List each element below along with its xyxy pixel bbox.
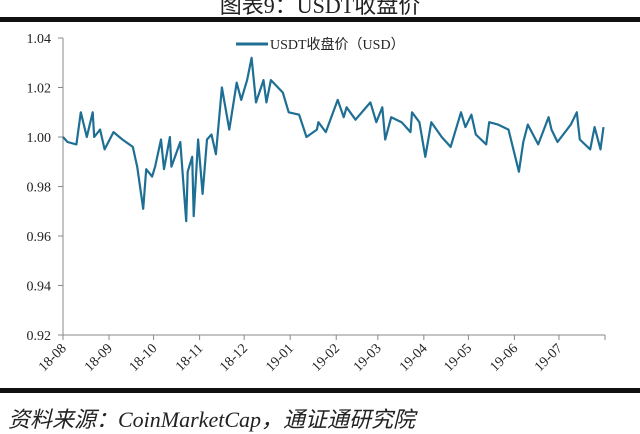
x-tick-label: 18-11: [173, 341, 206, 374]
y-tick-label: 0.92: [27, 329, 52, 344]
x-tick-label: 19-02: [309, 341, 343, 375]
series-line-usdt: [62, 56, 605, 223]
source-note: 资料来源：CoinMarketCap，通证通研究院: [8, 407, 415, 432]
legend-label: USDT收盘价（USD）: [270, 36, 405, 53]
x-tick-label: 18-08: [36, 341, 70, 375]
y-tick-label: 0.94: [27, 280, 52, 295]
y-tick-label: 0.96: [27, 230, 52, 245]
y-tick-label: 1.00: [27, 131, 52, 146]
x-tick-label: 18-12: [217, 341, 251, 375]
top-divider: [0, 17, 640, 22]
x-tick-label: 19-01: [263, 341, 297, 375]
line-chart: 0.92 0.94 0.96 0.98 1.00 1.02 1.04 18-08 18-09 18…: [27, 32, 606, 375]
x-tick-label: 18-09: [82, 341, 116, 375]
axes: 0.92 0.94 0.96 0.98 1.00 1.02 1.04 18-08 18-09 18…: [27, 32, 606, 375]
chart-title: 图表9：USDT收盘价: [219, 0, 421, 18]
y-tick-label: 1.04: [27, 32, 52, 47]
x-tick-label: 19-06: [488, 341, 522, 375]
x-tick-label: 19-07: [532, 341, 566, 375]
x-tick-label: 19-05: [442, 341, 476, 375]
x-tick-label: 19-04: [397, 341, 431, 375]
bottom-divider: [0, 388, 640, 393]
legend: USDT收盘价（USD）: [236, 36, 405, 53]
x-tick-label: 19-03: [351, 341, 385, 375]
x-tick-label: 18-10: [127, 341, 161, 375]
y-tick-label: 0.98: [27, 181, 52, 196]
y-tick-label: 1.02: [27, 82, 52, 97]
